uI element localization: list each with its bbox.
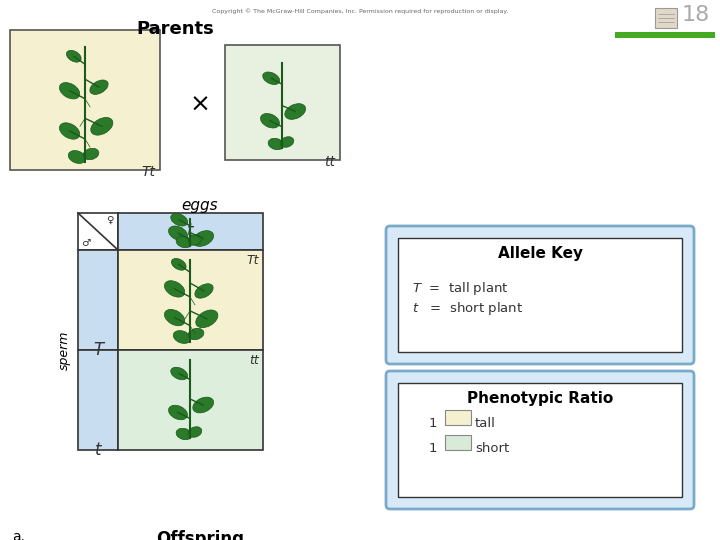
Text: a.: a.: [12, 530, 25, 540]
Bar: [118, 213, 263, 250]
Bar: [445, 435, 471, 450]
Bar: [118, 350, 263, 450]
Ellipse shape: [68, 151, 86, 164]
Ellipse shape: [171, 213, 188, 226]
Ellipse shape: [60, 123, 80, 139]
Text: 1: 1: [428, 442, 437, 455]
Ellipse shape: [188, 427, 202, 437]
Ellipse shape: [83, 148, 99, 160]
Text: tt: tt: [324, 155, 335, 169]
FancyBboxPatch shape: [386, 226, 694, 364]
Ellipse shape: [60, 83, 80, 99]
Text: sperm: sperm: [58, 330, 71, 370]
Text: $T$  =  tall plant: $T$ = tall plant: [412, 280, 508, 297]
Bar: [615, 32, 715, 38]
Text: tall: tall: [475, 417, 496, 430]
Bar: [78, 213, 118, 250]
Bar: [398, 238, 682, 352]
Text: Offspring: Offspring: [156, 530, 244, 540]
Ellipse shape: [164, 309, 185, 326]
Bar: [118, 250, 263, 350]
Bar: [225, 45, 340, 160]
Text: ♂: ♂: [81, 238, 90, 248]
Bar: [445, 410, 471, 425]
Ellipse shape: [195, 284, 213, 298]
Ellipse shape: [193, 231, 214, 246]
Text: eggs: eggs: [181, 198, 218, 213]
Ellipse shape: [174, 330, 191, 343]
Ellipse shape: [263, 72, 279, 85]
Ellipse shape: [285, 104, 305, 119]
Ellipse shape: [188, 235, 202, 245]
Text: Tt: Tt: [246, 254, 259, 267]
Ellipse shape: [193, 397, 214, 413]
Text: Allele Key: Allele Key: [498, 246, 582, 261]
Ellipse shape: [168, 226, 187, 240]
Ellipse shape: [164, 281, 185, 297]
Text: ×: ×: [189, 93, 210, 117]
Bar: [10, 30, 160, 170]
Text: $t$   =  short plant: $t$ = short plant: [412, 300, 523, 317]
Ellipse shape: [171, 259, 186, 270]
Ellipse shape: [268, 138, 284, 150]
Ellipse shape: [196, 310, 218, 328]
Text: Copyright © The McGraw-Hill Companies, Inc. Permission required for reproduction: Copyright © The McGraw-Hill Companies, I…: [212, 8, 508, 14]
Bar: [398, 383, 682, 497]
Text: t: t: [186, 222, 193, 240]
Bar: [655, 8, 677, 28]
Ellipse shape: [90, 80, 108, 94]
Text: tt: tt: [249, 354, 259, 367]
Ellipse shape: [188, 328, 204, 340]
FancyBboxPatch shape: [386, 371, 694, 509]
Ellipse shape: [168, 405, 187, 420]
Text: t: t: [95, 441, 102, 459]
Text: Parents: Parents: [136, 20, 214, 38]
Text: T: T: [93, 341, 103, 359]
Ellipse shape: [66, 50, 81, 62]
Bar: [78, 250, 118, 350]
Ellipse shape: [280, 137, 294, 147]
Text: 18: 18: [682, 5, 710, 25]
Ellipse shape: [171, 367, 188, 380]
Text: Phenotypic Ratio: Phenotypic Ratio: [467, 391, 613, 406]
Ellipse shape: [176, 428, 192, 440]
Text: short: short: [475, 442, 509, 455]
Ellipse shape: [91, 118, 113, 135]
Ellipse shape: [261, 113, 279, 128]
Bar: [78, 350, 118, 450]
Text: Tt: Tt: [141, 165, 155, 179]
Ellipse shape: [176, 237, 192, 248]
Text: 1: 1: [428, 417, 437, 430]
Text: ♀: ♀: [107, 215, 114, 225]
